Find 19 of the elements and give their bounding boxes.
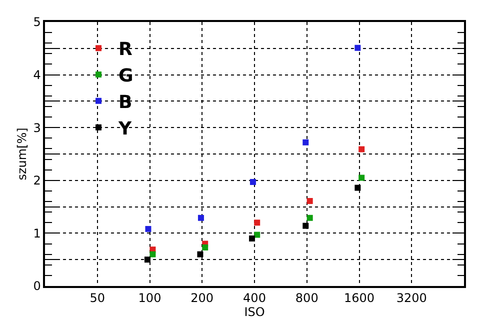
x-tick-label: 800 (295, 291, 318, 306)
x-tick-label: 50 (90, 291, 106, 306)
x-tick-label: 1600 (344, 291, 375, 306)
y-tick-label: 3 (33, 120, 41, 135)
y-tick-label: 2 (33, 174, 41, 188)
x-tick-label: 400 (243, 291, 266, 306)
legend-label: B (118, 92, 132, 113)
y-axis-title: szum[%] (15, 128, 30, 180)
x-tick-label: 3200 (396, 291, 427, 306)
y-tick-label: 1 (33, 226, 41, 240)
y-tick-label: 4 (33, 68, 41, 82)
x-tick-label: 200 (190, 291, 214, 306)
x-tick-label: 100 (138, 291, 162, 306)
legend-label: R (118, 39, 133, 60)
y-tick-label: 5 (33, 15, 41, 30)
y-tick-label: 0 (33, 279, 41, 294)
legend-label: G (118, 66, 134, 87)
x-axis-title: ISO (244, 305, 265, 320)
legend-label: Y (118, 118, 133, 140)
